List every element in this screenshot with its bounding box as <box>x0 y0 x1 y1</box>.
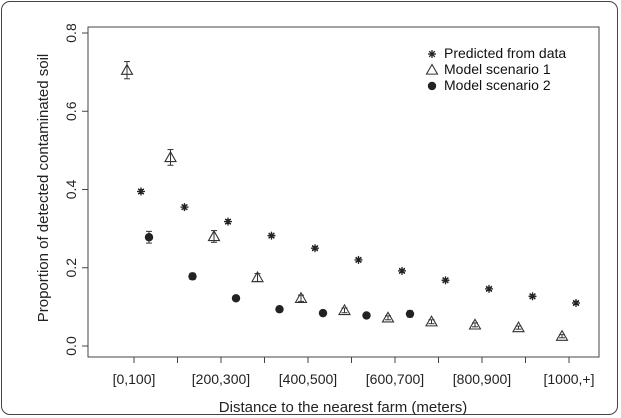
x-tick-label: [800,900] <box>453 371 511 387</box>
data-point <box>164 150 177 163</box>
asterisk-stroke <box>428 50 436 58</box>
asterisk-stroke <box>181 203 188 211</box>
x-axis-title: Distance to the nearest farm (meters) <box>219 399 467 416</box>
data-point <box>381 311 395 323</box>
legend-marker <box>427 81 437 91</box>
x-tick-label: [1000,+] <box>544 371 595 387</box>
data-point <box>318 308 328 318</box>
data-point <box>572 298 580 307</box>
y-axis-title: Proportion of detected contaminated soil <box>35 54 52 323</box>
data-point <box>180 203 189 212</box>
legend-marker <box>425 63 439 75</box>
data-point <box>354 255 363 264</box>
data-point <box>468 318 482 330</box>
data-point <box>512 321 525 333</box>
data-point <box>485 284 493 293</box>
asterisk-stroke <box>442 277 449 284</box>
data-point <box>294 291 308 303</box>
data-point <box>120 63 134 75</box>
asterisk-stroke <box>137 188 145 195</box>
asterisk-stroke <box>398 267 406 275</box>
legend-item: Predicted from data <box>428 45 566 61</box>
series-predicted-from-data <box>137 187 580 307</box>
legend-label: Model scenario 2 <box>444 77 551 93</box>
asterisk-stroke <box>529 293 536 300</box>
data-point <box>267 231 276 240</box>
asterisk-stroke <box>572 299 580 307</box>
y-tick-label: 0.0 <box>63 336 79 356</box>
data-point <box>275 305 284 314</box>
legend-label: Predicted from data <box>444 45 566 61</box>
y-axis: 0.0 0.2 0.4 0.6 0.8 <box>63 23 89 356</box>
legend-label: Model scenario 1 <box>444 61 551 77</box>
data-point <box>555 329 569 341</box>
data-point <box>137 187 145 196</box>
legend-item: Model scenario 1 <box>425 61 551 77</box>
asterisk-stroke <box>485 285 493 293</box>
data-point <box>441 276 450 285</box>
data-point <box>188 272 197 281</box>
data-point <box>311 244 319 253</box>
asterisk-stroke <box>224 218 232 225</box>
data-marks <box>120 61 580 341</box>
asterisk-stroke <box>311 244 319 252</box>
data-point <box>425 315 438 327</box>
legend-item: Model scenario 2 <box>427 77 551 93</box>
data-point <box>224 217 232 226</box>
y-tick-label: 0.2 <box>63 258 79 278</box>
data-point <box>207 229 221 242</box>
legend-marker <box>428 50 436 58</box>
y-tick-label: 0.6 <box>63 101 79 121</box>
data-point <box>405 309 415 319</box>
data-point <box>144 233 154 242</box>
series-model-scenario-1 <box>120 61 569 341</box>
data-point <box>398 266 406 275</box>
series-model-scenario-2 <box>144 230 415 320</box>
asterisk-stroke <box>268 232 275 239</box>
x-tick-label: [0,100] <box>113 371 156 387</box>
x-tick-label: [400,500] <box>279 371 337 387</box>
y-tick-label: 0.4 <box>63 180 79 200</box>
data-point <box>231 294 241 303</box>
data-point <box>251 270 264 283</box>
asterisk-stroke <box>355 256 362 264</box>
y-tick-label: 0.8 <box>63 23 79 43</box>
x-axis: [0,100] [200,300] [400,500] [600,700] [800,9… <box>113 356 595 387</box>
data-point <box>362 311 371 320</box>
x-tick-label: [200,300] <box>192 371 250 387</box>
x-tick-label: [600,700] <box>366 371 424 387</box>
data-point <box>528 292 537 301</box>
data-point <box>338 303 351 316</box>
